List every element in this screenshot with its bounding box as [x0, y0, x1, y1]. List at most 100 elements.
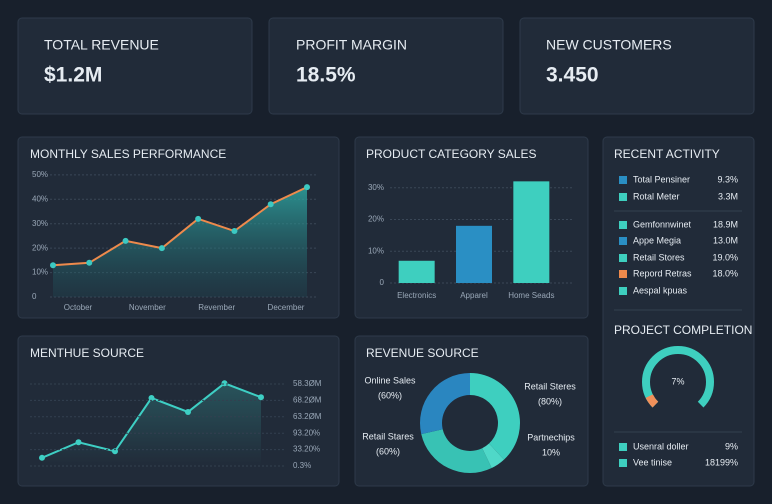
point — [86, 259, 93, 266]
x-tick-label: October — [64, 303, 93, 312]
legend-swatch — [619, 443, 627, 451]
legend-swatch — [619, 193, 627, 201]
y-tick-label: 30% — [32, 219, 48, 228]
axis-label: 58.3ØM — [293, 379, 322, 388]
side-card — [602, 136, 755, 487]
activity-name: Vee tinise — [633, 457, 672, 467]
point — [221, 380, 228, 387]
activity-name: Repord Retras — [633, 268, 692, 278]
legend-swatch — [619, 221, 627, 229]
point — [122, 237, 129, 244]
activity-name: Aespal kpuas — [633, 285, 688, 295]
activity-value: 18.9M — [713, 219, 738, 229]
activity-value: 18199% — [705, 457, 738, 467]
y-tick-label: 0 — [380, 278, 385, 287]
activity-name: Retail Stores — [633, 252, 685, 262]
x-tick-label: Home Seads — [508, 291, 554, 300]
legend-swatch — [619, 459, 627, 467]
kpi-value: $1.2M — [44, 64, 102, 87]
legend-swatch — [619, 270, 627, 278]
legend-swatch — [619, 237, 627, 245]
kpi-value: 18.5% — [296, 64, 356, 87]
point — [39, 454, 45, 461]
x-tick-label: Apparel — [460, 291, 488, 300]
legend-swatch — [619, 176, 627, 184]
point — [148, 395, 155, 402]
kpi-card — [519, 17, 755, 115]
point — [304, 184, 310, 191]
donut-slice — [420, 373, 470, 435]
chart-title: PROJECT COMPLETION — [614, 323, 752, 337]
gauge-value — [645, 394, 659, 408]
line — [52, 186, 308, 267]
kpi-card — [17, 17, 253, 115]
bar — [456, 225, 492, 283]
activity-name: Usenral doller — [633, 441, 689, 451]
slice-label: Online Sales — [364, 375, 416, 385]
activity-name: Total Pensiner — [633, 174, 690, 184]
activity-value: 18.0% — [712, 268, 738, 278]
axis-label: 33.20% — [293, 445, 320, 454]
bar — [398, 260, 435, 283]
bar — [513, 181, 550, 283]
chart-card — [354, 335, 589, 487]
axis-label: 63.2ØM — [293, 412, 322, 421]
donut-slice — [482, 443, 505, 469]
activity-value: 13.0M — [713, 235, 738, 245]
y-tick-label: 50% — [32, 170, 48, 179]
activity-value: 19.0% — [712, 252, 738, 262]
activity-name: Gemfonnwinet — [633, 219, 692, 229]
kpi-value: 3.450 — [546, 64, 599, 87]
activity-name: Appe Megia — [633, 235, 681, 245]
point — [112, 448, 118, 455]
chart-title: MENTHUE SOURCE — [30, 346, 144, 360]
x-tick-label: December — [268, 303, 305, 312]
x-tick-label: Electronics — [397, 291, 436, 300]
chart-title: PRODUCT CATEGORY SALES — [366, 147, 537, 161]
activity-value: 9% — [725, 441, 738, 451]
axis-label: 68.2ØM — [293, 396, 322, 405]
kpi-label: PROFIT MARGIN — [296, 37, 407, 53]
legend-swatch — [619, 287, 627, 295]
point — [50, 262, 56, 269]
y-tick-label: 0 — [32, 292, 37, 301]
slice-label: Retail Steres — [524, 381, 576, 391]
area — [42, 383, 261, 466]
x-tick-label: Revember — [198, 303, 235, 312]
panel-title: RECENT ACTIVITY — [614, 147, 720, 161]
donut-slice — [470, 373, 520, 460]
y-tick-label: 20% — [368, 215, 384, 224]
legend-swatch — [619, 254, 627, 262]
y-tick-label: 20% — [32, 243, 48, 252]
slice-label: Retail Stares — [362, 431, 414, 441]
point — [185, 408, 191, 415]
point — [75, 439, 82, 446]
point — [258, 394, 264, 401]
kpi-card — [268, 17, 504, 115]
axis-label: 0.3% — [293, 461, 311, 470]
area — [53, 187, 307, 297]
chart-title: REVENUE SOURCE — [366, 346, 479, 360]
slice-value: (60%) — [376, 446, 400, 456]
gauge-label: 7% — [671, 376, 684, 386]
donut-slice — [421, 429, 492, 473]
slice-value: (80%) — [538, 396, 562, 406]
point — [267, 201, 274, 208]
x-tick-label: November — [129, 303, 166, 312]
activity-value: 9.3% — [717, 174, 738, 184]
y-tick-label: 10% — [368, 246, 384, 255]
kpi-label: NEW CUSTOMERS — [546, 37, 672, 53]
point — [195, 215, 202, 222]
slice-value: (60%) — [378, 390, 402, 400]
kpi-label: TOTAL REVENUE — [44, 37, 159, 53]
y-tick-label: 30% — [368, 183, 384, 192]
slice-value: 10% — [542, 447, 560, 457]
activity-name: Rotal Meter — [633, 191, 680, 201]
chart-title: MONTHLY SALES PERFORMANCE — [30, 147, 226, 161]
point — [231, 228, 238, 235]
activity-value: 3.3M — [718, 191, 738, 201]
point — [158, 245, 165, 252]
y-tick-label: 10% — [32, 268, 48, 277]
y-tick-label: 40% — [32, 194, 48, 203]
